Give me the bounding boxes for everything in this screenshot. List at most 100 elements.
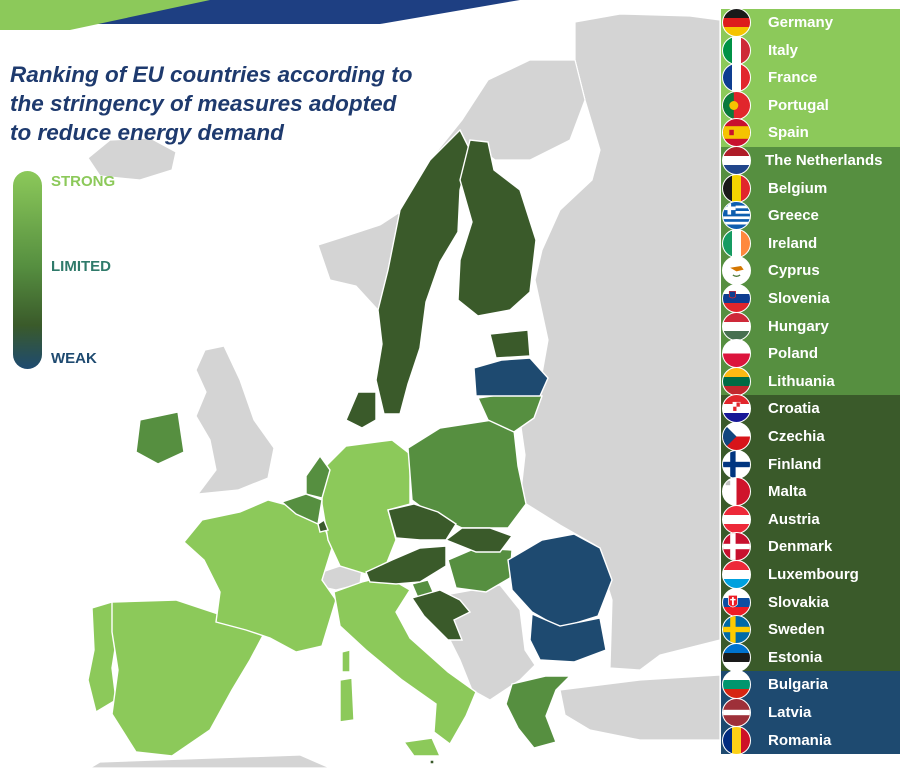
country-row: Cyprus (721, 256, 900, 286)
country-row: Romania (721, 725, 900, 755)
country-name: Estonia (768, 648, 823, 666)
country-name: Malta (768, 483, 807, 501)
finland-flag-icon (722, 449, 751, 479)
country-germany (321, 439, 411, 575)
portugal-flag-icon (722, 90, 751, 120)
denmark-flag-icon (722, 532, 751, 562)
country-name: Lithuania (768, 372, 835, 390)
country-croatia (410, 589, 472, 641)
country-sicily (402, 737, 442, 757)
country-greece (505, 675, 572, 749)
country-latvia (473, 357, 549, 397)
country-czechia (387, 503, 457, 541)
country-name: The Netherlands (765, 152, 883, 169)
northafrica-region (88, 754, 331, 768)
country-row: Denmark (721, 532, 900, 562)
country-name: Croatia (768, 400, 820, 418)
country-name: Cyprus (768, 262, 820, 280)
country-name: Greece (768, 207, 819, 225)
country-name: Austria (768, 510, 820, 528)
country-denmark (345, 391, 377, 429)
top-banner (0, 0, 520, 30)
country-row: Lithuania (721, 366, 900, 396)
country-row: Austria (721, 504, 900, 534)
luxembourg-flag-icon (722, 560, 751, 589)
country-sardinia (339, 677, 355, 723)
slovakia-flag-icon (722, 587, 751, 617)
france-flag-icon (722, 63, 751, 93)
country-name: Poland (768, 345, 819, 363)
country-row: Czechia (721, 422, 900, 451)
country-row: Bulgaria (721, 670, 900, 700)
bulgaria-flag-icon (722, 670, 751, 700)
netherlands-flag-icon (722, 146, 751, 175)
country-name: France (768, 69, 818, 87)
country-name: Spain (768, 124, 809, 142)
country-name: Slovakia (768, 593, 829, 611)
country-ireland (135, 411, 185, 465)
ireland-flag-icon (722, 228, 751, 258)
eu-countries (87, 128, 613, 765)
country-row: The Netherlands (721, 146, 900, 175)
legend-label-limited: LIMITED (51, 258, 111, 275)
cyprus-flag-icon (722, 256, 751, 286)
sweden-flag-icon (722, 615, 751, 645)
country-name: Czechia (768, 428, 825, 445)
country-row: Estonia (721, 642, 900, 672)
country-sweden (375, 128, 471, 415)
legend-gradient-bar (13, 171, 42, 369)
country-row: Finland (721, 449, 900, 479)
hungary-flag-icon (722, 311, 751, 341)
turkey-region (559, 674, 721, 741)
iceland-region (87, 137, 177, 181)
country-name: Ireland (768, 234, 818, 252)
country-row: Slovenia (721, 284, 900, 313)
country-name: Italy (768, 41, 799, 59)
country-ranking-list: Germany Italy France Portugal Spain The Nethe… (721, 8, 900, 755)
greece-flag-icon (722, 201, 751, 231)
country-hungary (447, 547, 513, 593)
estonia-flag-icon (722, 642, 751, 672)
country-row: Sweden (721, 615, 900, 645)
country-row: Croatia (721, 394, 900, 424)
tier-dark (721, 395, 900, 672)
country-name: Portugal (768, 96, 829, 114)
top-banner-green (0, 0, 210, 30)
country-row: Slovakia (721, 587, 900, 617)
country-row: Ireland (721, 228, 900, 258)
country-row: Poland (721, 339, 900, 369)
czechia-flag-icon (722, 422, 751, 451)
country-row: Luxembourg (721, 560, 900, 589)
country-name: Finland (768, 455, 822, 473)
country-corsica (341, 649, 351, 673)
legend-label-weak: WEAK (51, 350, 97, 367)
country-netherlands (305, 454, 331, 499)
country-name: Slovenia (768, 290, 830, 307)
country-row: Italy (721, 35, 900, 65)
country-name: Romania (768, 731, 832, 749)
russia-region (519, 13, 721, 671)
spain-flag-icon (722, 118, 751, 148)
country-row: Malta (721, 477, 900, 507)
country-name: Hungary (768, 317, 829, 335)
country-name: Denmark (768, 538, 833, 556)
germany-flag-icon (722, 8, 751, 37)
malta-flag-icon (722, 477, 751, 507)
country-name: Luxembourg (768, 566, 859, 583)
title-line-1: Ranking of EU countries according to (10, 62, 413, 87)
country-name: Germany (768, 14, 834, 31)
country-bulgaria (529, 612, 607, 663)
country-name: Sweden (768, 621, 825, 639)
country-row: France (721, 63, 900, 93)
country-luxembourg (317, 518, 329, 533)
country-row: Hungary (721, 311, 900, 341)
country-row: Germany (721, 8, 900, 37)
croatia-flag-icon (722, 394, 751, 424)
belgium-flag-icon (722, 173, 751, 203)
country-slovakia (444, 527, 514, 553)
country-malta (429, 759, 435, 765)
country-romania (507, 533, 613, 629)
uk-region (195, 345, 275, 495)
austria-flag-icon (722, 504, 751, 534)
lithuania-flag-icon (722, 366, 751, 396)
